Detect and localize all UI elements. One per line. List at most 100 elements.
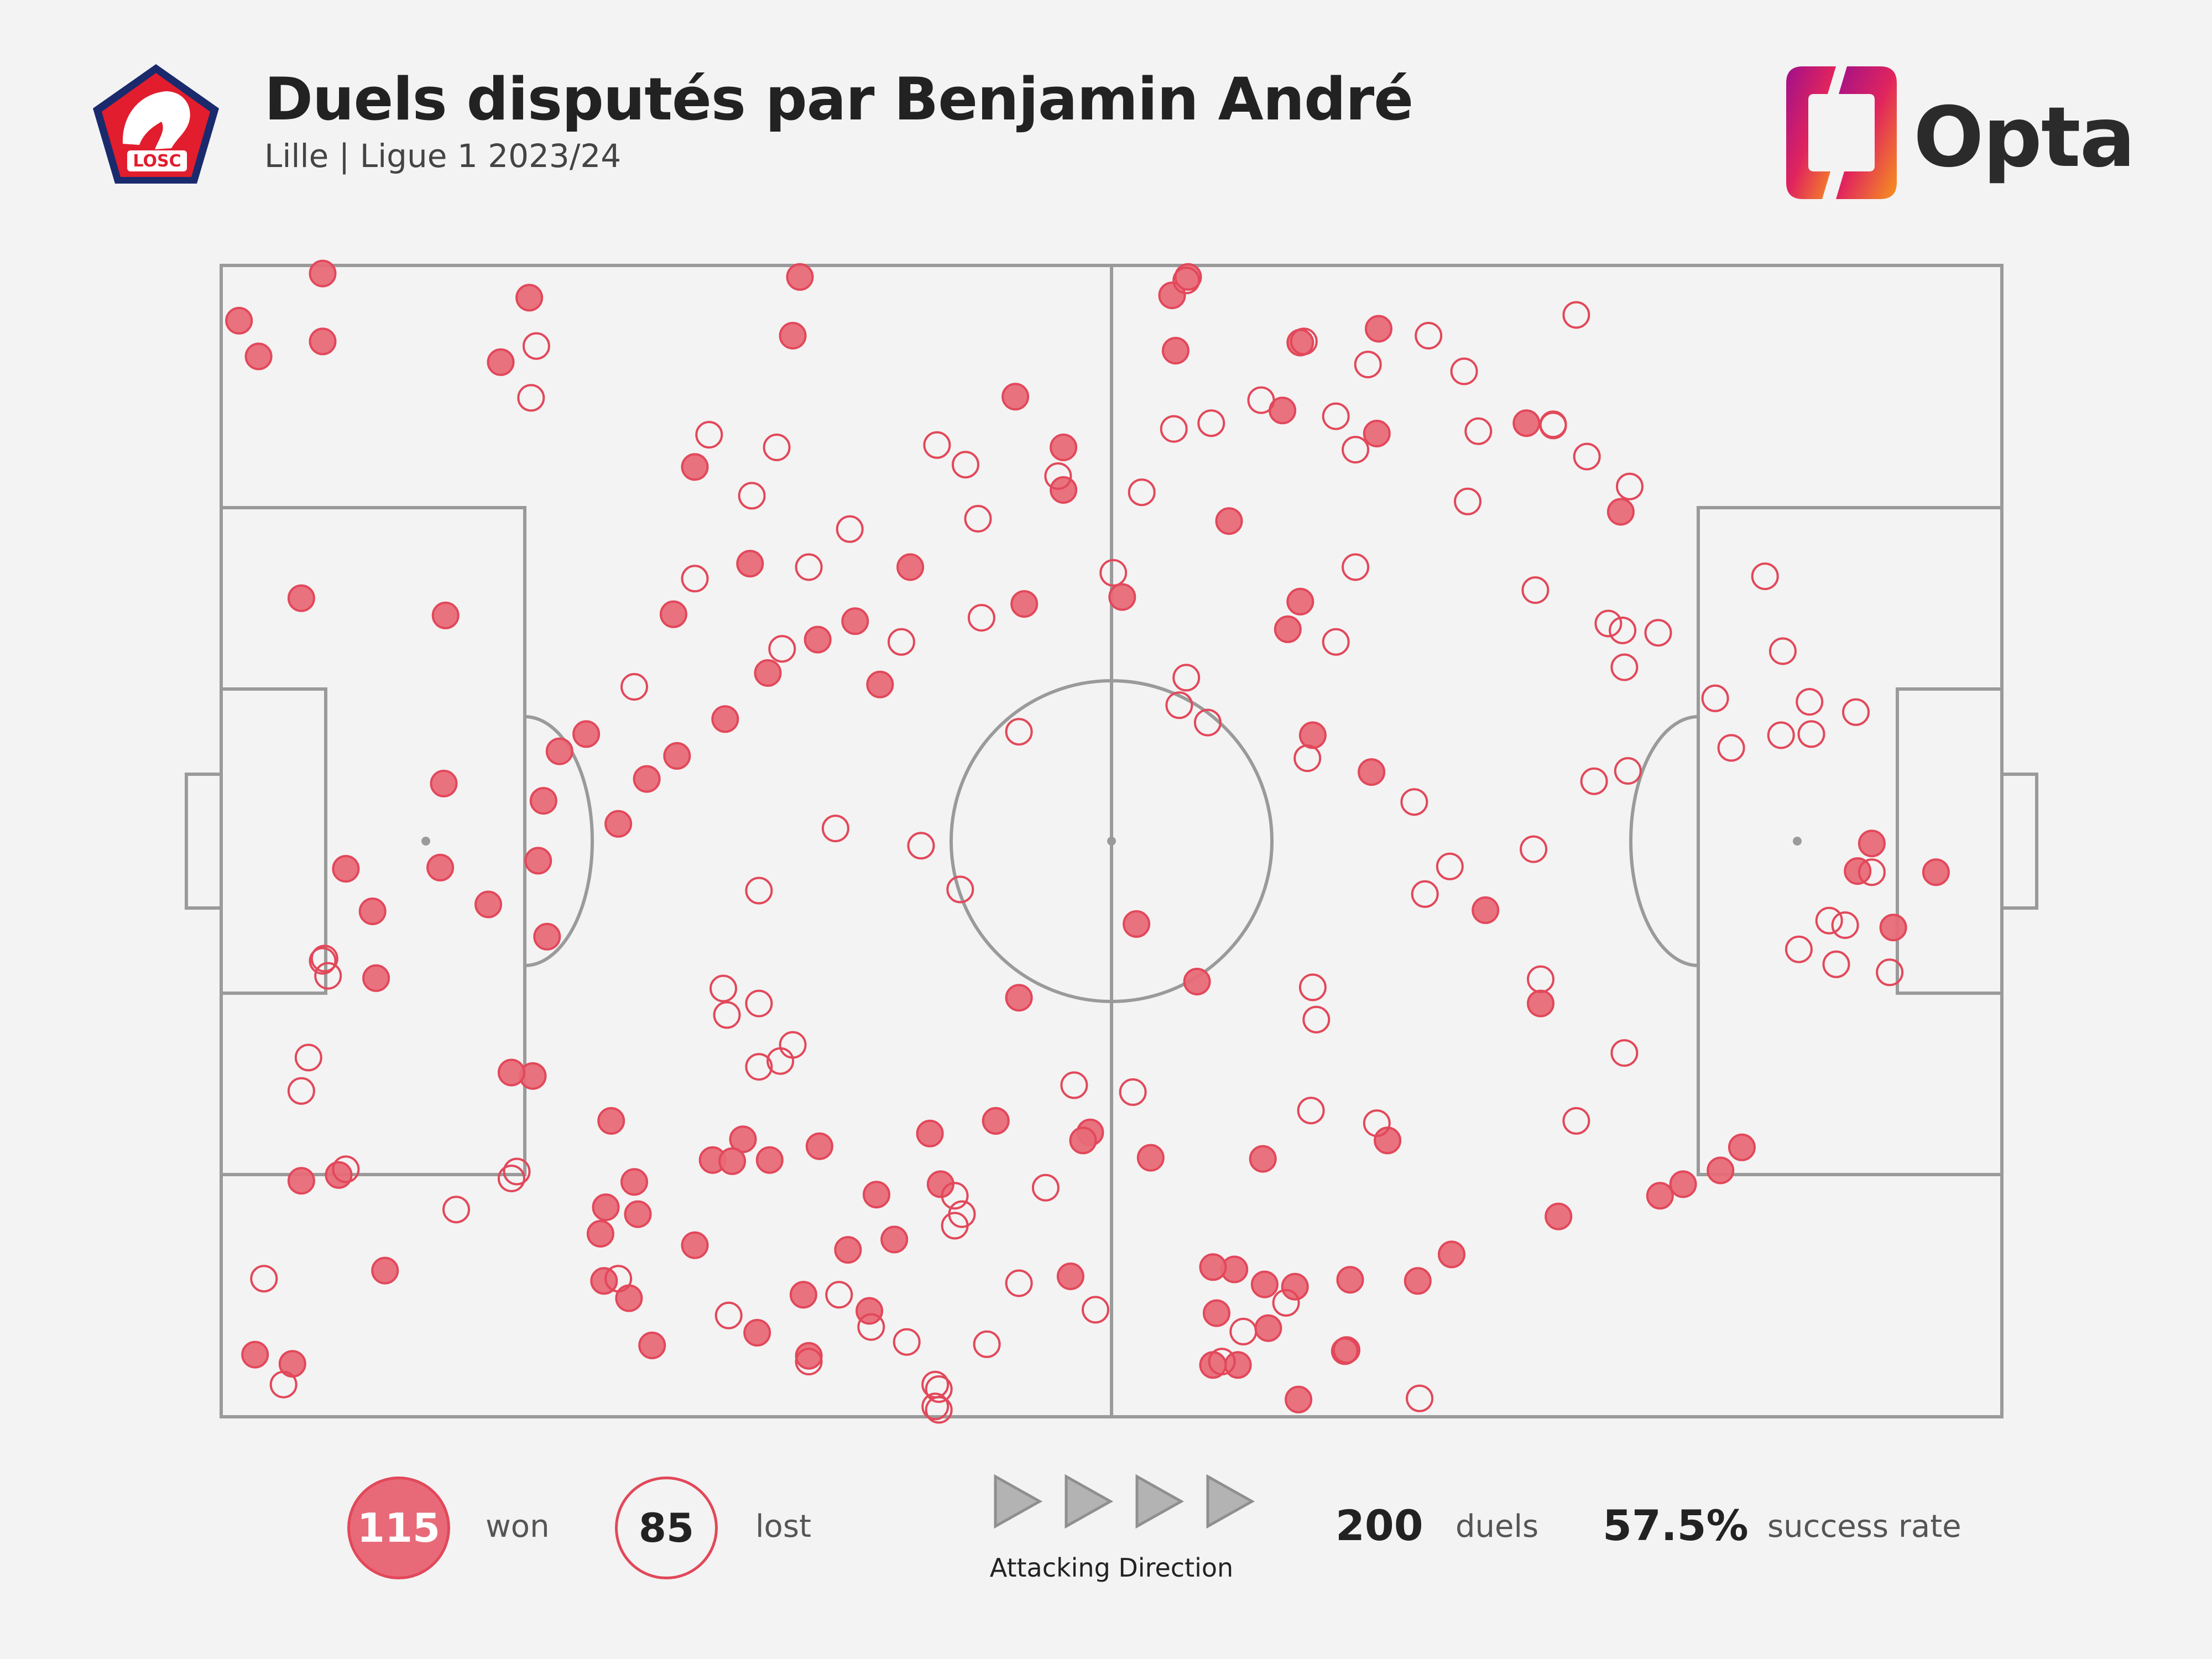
brand-logo (1786, 66, 1897, 199)
duel-lost-point (941, 1212, 969, 1240)
won-legend-marker (347, 1477, 450, 1579)
duel-lost-point (517, 384, 545, 412)
duel-lost-point (1406, 1384, 1434, 1412)
duel-won-point (371, 1256, 399, 1285)
duel-lost-point (1208, 1348, 1236, 1376)
duel-won-point (841, 607, 869, 635)
duel-won-point (487, 348, 515, 376)
duel-won-point (1298, 721, 1327, 749)
attacking-direction-label: Attacking Direction (989, 1553, 1234, 1583)
duel-won-point (1050, 476, 1078, 504)
duel-lost-point (1717, 734, 1745, 762)
success-rate-value: 57.5% (1603, 1501, 1749, 1550)
duel-won-point (1728, 1133, 1756, 1161)
direction-arrow-icon (994, 1474, 1043, 1529)
duel-won-point (1844, 857, 1872, 885)
centre-spot (1107, 837, 1116, 846)
duel-lost-point (1539, 410, 1567, 439)
duel-lost-point (738, 482, 766, 510)
duel-lost-point (779, 1031, 807, 1059)
duel-lost-point (1464, 417, 1493, 445)
duel-won-point (1224, 1351, 1252, 1379)
duel-won-point (789, 1281, 817, 1309)
duel-lost-point (941, 1182, 969, 1210)
duel-won-point (1010, 590, 1039, 618)
duel-lost-point (888, 628, 915, 656)
duel-lost-point (1128, 478, 1156, 507)
duel-lost-point (332, 1155, 360, 1183)
duel-lost-point (946, 875, 974, 904)
duel-won-point (615, 1284, 643, 1312)
duel-lost-point (1005, 718, 1033, 746)
right-penalty-spot (1793, 837, 1802, 846)
attacking-direction-arrows (994, 1474, 1255, 1529)
duel-lost-point (1527, 965, 1554, 993)
duel-lost-point (1322, 402, 1350, 430)
club-crest-logo: LOSC (93, 64, 219, 184)
duel-won-point (1274, 615, 1302, 643)
duel-lost-point (1165, 691, 1193, 719)
duel-lost-point (982, 1107, 1010, 1135)
duel-lost-point (713, 1001, 741, 1029)
duel-won-point (866, 670, 894, 698)
duel-lost-point (967, 604, 995, 632)
duel-won-point (430, 769, 458, 797)
duel-won-point (592, 1193, 620, 1222)
duel-lost-point (1614, 757, 1642, 785)
duel-won-point (1183, 968, 1211, 995)
duel-lost-point (1119, 1078, 1147, 1106)
duel-lost-point (1815, 906, 1843, 935)
duel-won-point (624, 1200, 652, 1228)
duel-lost-point (821, 815, 849, 843)
duel-lost-point (836, 515, 864, 543)
duel-won-point (358, 898, 387, 925)
right-six-yard-box (1896, 687, 2004, 995)
duel-won-point (1512, 409, 1541, 437)
duel-lost-point (925, 1396, 953, 1424)
duel-won-point (524, 847, 552, 875)
duel-won-point (804, 625, 832, 654)
duel-won-point (474, 890, 502, 919)
won-count: 115 (357, 1505, 441, 1551)
duel-lost-point (1610, 1039, 1639, 1067)
duel-lost-point (1082, 1296, 1109, 1324)
duel-won-point (1707, 1156, 1735, 1185)
duel-lost-point (1858, 858, 1886, 886)
duel-won-point (1069, 1126, 1097, 1155)
duel-won-point (1136, 1144, 1165, 1172)
duel-lost-point (1293, 744, 1322, 773)
duel-lost-point (310, 945, 338, 973)
duel-won-point (711, 705, 739, 733)
duel-lost-point (287, 1077, 315, 1105)
duel-won-point (620, 1168, 648, 1196)
duel-lost-point (1247, 386, 1275, 414)
duel-lost-point (1521, 576, 1550, 604)
total-duels-label: duels (1455, 1509, 1539, 1545)
lost-count: 85 (638, 1505, 695, 1551)
duel-lost-point (1099, 559, 1128, 587)
duel-won-point (681, 453, 709, 481)
duel-lost-point (1229, 1317, 1258, 1345)
duel-lost-point (522, 332, 550, 360)
duel-lost-point (314, 962, 342, 990)
duel-lost-point (1415, 322, 1443, 349)
lost-legend-marker (615, 1477, 718, 1579)
duel-lost-point (681, 565, 709, 593)
duel-lost-point (825, 1281, 853, 1309)
duel-won-point (1001, 383, 1030, 411)
duel-lost-point (1298, 973, 1327, 1001)
duel-lost-point (250, 1265, 278, 1293)
duel-won-point (754, 659, 782, 687)
left-six-yard-box (220, 687, 327, 995)
page-subtitle: Lille | Ligue 1 2023/24 (264, 137, 622, 175)
duel-lost-point (1454, 487, 1481, 515)
duel-lost-point (1193, 708, 1222, 737)
duel-lost-point (1322, 628, 1350, 656)
duel-won-point (786, 263, 814, 291)
duel-won-point (1161, 337, 1190, 365)
duel-lost-point (269, 1370, 298, 1399)
duel-lost-point (1342, 553, 1370, 581)
duel-lost-point (1831, 911, 1859, 939)
right-penalty-arc (1629, 715, 1699, 967)
duel-won-point (1472, 896, 1500, 924)
